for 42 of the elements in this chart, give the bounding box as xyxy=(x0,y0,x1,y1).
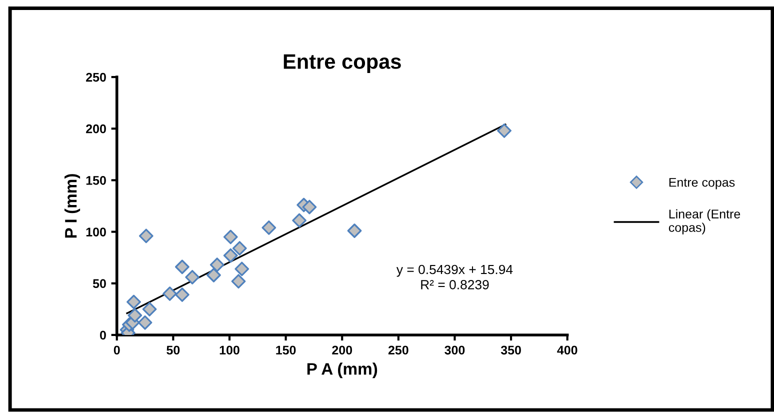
point xyxy=(126,294,141,310)
point xyxy=(497,123,512,138)
x-tick-label: 350 xyxy=(500,346,521,355)
point xyxy=(223,248,238,263)
y-axis-title: P I (mm) xyxy=(64,174,80,238)
point xyxy=(174,288,190,302)
point xyxy=(138,315,152,330)
y-tick-label: 250 xyxy=(86,72,106,82)
point xyxy=(231,274,246,289)
point xyxy=(234,262,250,276)
point xyxy=(292,213,307,228)
y-tick-label: 50 xyxy=(92,279,106,288)
x-tick-label: 200 xyxy=(332,346,352,355)
x-axis-title: P A (mm) xyxy=(307,362,378,378)
point xyxy=(162,286,178,301)
point xyxy=(223,230,238,244)
point xyxy=(262,220,276,235)
y-tick-label: 200 xyxy=(86,124,106,134)
point xyxy=(302,200,317,214)
point xyxy=(347,224,362,238)
annotation: y = 0.5439x + 15.94 R² = 0.8239 xyxy=(396,264,513,290)
point xyxy=(206,268,221,282)
y-tick-label: 150 xyxy=(86,176,106,185)
point xyxy=(128,308,142,323)
point xyxy=(232,241,247,256)
x-tick-label: 100 xyxy=(220,346,240,355)
legend-label: Entre copas xyxy=(669,178,735,190)
point xyxy=(174,260,190,274)
legend-label: Linear (Entre copas) xyxy=(668,209,740,234)
x-tick-label: 150 xyxy=(276,346,296,355)
x-tick-label: 300 xyxy=(444,346,465,355)
point xyxy=(185,270,200,284)
x-tick-label: 250 xyxy=(388,346,408,355)
point xyxy=(138,228,154,244)
y-tick-label: 100 xyxy=(86,228,106,236)
x-tick-label: 0 xyxy=(114,346,120,355)
x-tick-label: 400 xyxy=(557,346,578,355)
point xyxy=(142,302,157,316)
point xyxy=(210,258,224,272)
x-tick-label: 50 xyxy=(166,346,180,355)
y-tick-label: 0 xyxy=(100,330,106,340)
chart-title: Entre copas xyxy=(284,54,401,74)
